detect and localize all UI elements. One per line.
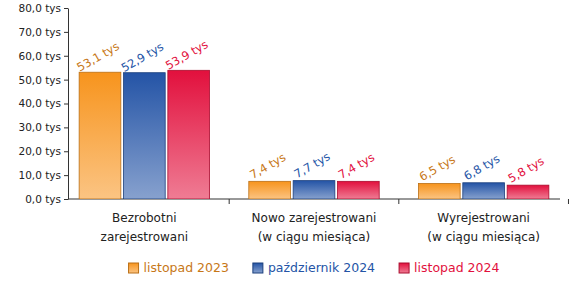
y-tick-mark <box>64 80 68 81</box>
y-tick: 20,0 tys <box>18 145 68 157</box>
legend-item: listopad 2024 <box>399 260 499 275</box>
y-tick-mark <box>64 127 68 128</box>
data-label: 5,8 tys <box>506 154 547 186</box>
y-tick-label: 70,0 tys <box>18 26 61 38</box>
bar <box>293 181 335 199</box>
data-label: 7,7 tys <box>291 149 332 181</box>
legend-label: październik 2024 <box>268 260 375 275</box>
data-labels: 53,1 tys 7,4 tys 6,5 tys 52,9 tys 7,7 tys 6,8… <box>74 37 546 185</box>
y-tick: 60,0 tys <box>18 50 68 62</box>
legend-item: październik 2024 <box>253 260 375 275</box>
bar <box>123 73 165 199</box>
bar <box>79 72 121 199</box>
data-label: 53,1 tys <box>74 39 121 74</box>
y-tick-label: 20,0 tys <box>18 145 61 157</box>
legend-swatch <box>129 263 139 273</box>
y-tick: 40,0 tys <box>18 97 68 109</box>
y-tick-label: 60,0 tys <box>18 50 61 62</box>
bar <box>249 181 291 199</box>
x-tick-label: Nowo zarejestrowani(w ciągu miesiąca) <box>252 211 377 244</box>
data-label: 6,8 tys <box>461 151 502 183</box>
y-tick: 30,0 tys <box>18 121 68 133</box>
y-tick: 70,0 tys <box>18 26 68 38</box>
y-tick-mark <box>64 175 68 176</box>
chart: 0,0 tys 10,0 tys 20,0 tys 30,0 tys 40,0 tys 5… <box>0 0 572 288</box>
y-axis-line <box>68 9 69 200</box>
y-tick: 10,0 tys <box>18 169 68 181</box>
y-tick-label: 50,0 tys <box>18 73 61 85</box>
bar <box>463 183 505 199</box>
y-tick-mark <box>64 32 68 33</box>
y-axis: 0,0 tys 10,0 tys 20,0 tys 30,0 tys 40,0 tys 5… <box>18 2 68 205</box>
y-tick-label: 80,0 tys <box>18 2 61 14</box>
bar <box>338 181 380 199</box>
y-tick: 50,0 tys <box>18 73 68 85</box>
bar <box>168 70 210 199</box>
legend-swatch <box>253 263 263 273</box>
data-label: 7,4 tys <box>247 150 288 182</box>
y-tick-mark <box>64 199 68 200</box>
legend: listopad 2023 październik 2024 listopad 20… <box>129 260 500 275</box>
y-tick-label: 30,0 tys <box>18 121 61 133</box>
x-axis: Bezrobotnizarejestrowani Nowo zarejestrow… <box>68 199 568 244</box>
y-tick-label: 40,0 tys <box>18 97 61 109</box>
legend-label: listopad 2024 <box>414 260 499 275</box>
bars <box>79 70 549 199</box>
data-label: 7,4 tys <box>336 150 377 182</box>
y-tick: 80,0 tys <box>18 2 68 14</box>
x-separator <box>568 199 569 204</box>
x-tick-label: Wyrejestrowani(w ciągu miesiąca) <box>427 211 540 244</box>
y-tick-mark <box>64 104 68 105</box>
y-tick: 0,0 tys <box>25 193 68 205</box>
x-separator <box>229 199 230 204</box>
y-tick-mark <box>64 8 68 9</box>
data-label: 52,9 tys <box>119 40 166 75</box>
x-tick-label: Bezrobotnizarejestrowani <box>101 211 189 244</box>
plot: 0,0 tys 10,0 tys 20,0 tys 30,0 tys 40,0 tys 5… <box>18 2 568 244</box>
legend-label: listopad 2023 <box>144 260 229 275</box>
x-separator <box>398 199 399 204</box>
data-label: 53,9 tys <box>163 37 210 72</box>
bar <box>507 185 549 199</box>
y-tick-mark <box>64 151 68 152</box>
legend-swatch <box>399 263 409 273</box>
bar <box>418 183 460 199</box>
y-tick-label: 10,0 tys <box>18 169 61 181</box>
y-tick-mark <box>64 56 68 57</box>
data-label: 6,5 tys <box>417 152 458 184</box>
legend-item: listopad 2023 <box>129 260 229 275</box>
y-tick-label: 0,0 tys <box>25 193 61 205</box>
